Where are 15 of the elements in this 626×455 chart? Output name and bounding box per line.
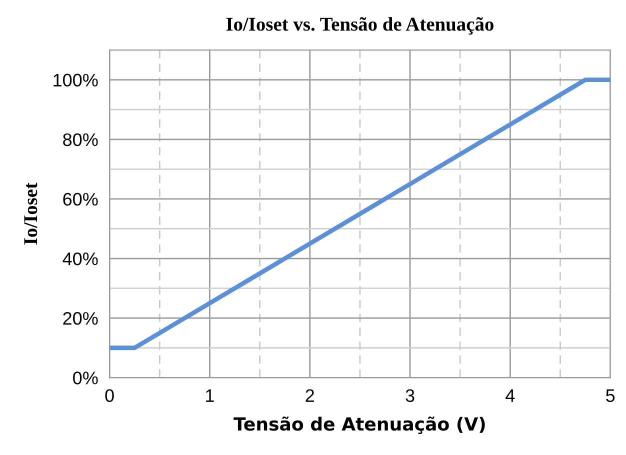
x-axis-title: Tensão de Atenuação (V)	[234, 416, 485, 434]
x-tick-label: 1	[206, 389, 214, 402]
y-tick-label: 20%	[63, 312, 98, 325]
x-tick-label: 2	[306, 389, 314, 402]
y-tick-label: 60%	[63, 192, 98, 206]
x-tick-label: 3	[406, 389, 414, 402]
chart-title: Io/Ioset vs. Tensão de Atenuação	[226, 17, 494, 35]
x-tick-label: 4	[506, 389, 515, 402]
y-axis-title: Io/Ioset	[24, 182, 38, 245]
y-tick-label: 0%	[73, 372, 98, 384]
y-tick-label: 100%	[54, 74, 98, 87]
y-tick-label: 40%	[62, 252, 98, 266]
x-tick-label: 0	[105, 389, 114, 402]
x-tick-label: 5	[606, 389, 615, 402]
y-tick-label: 80%	[63, 133, 98, 146]
